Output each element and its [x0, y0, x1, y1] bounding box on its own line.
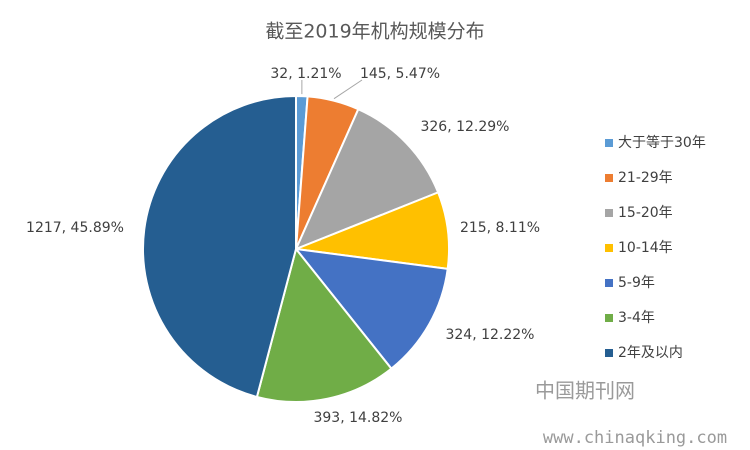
chart-title: 截至2019年机构规模分布	[265, 21, 484, 43]
pie-slice	[255, 246, 393, 403]
pie-slice	[142, 94, 297, 399]
data-label: 324, 12.22%	[445, 327, 534, 343]
legend-label: 5-9年	[618, 275, 655, 291]
legend-swatch	[605, 174, 613, 182]
leader-line	[333, 79, 363, 100]
data-label: 1217, 45.89%	[26, 220, 124, 236]
legend-label: 2年及以内	[618, 345, 683, 361]
legend-swatch	[605, 139, 613, 147]
legend-label: 15-20年	[618, 205, 673, 221]
legend-swatch	[605, 349, 613, 357]
data-label: 145, 5.47%	[360, 66, 440, 82]
pie-slice	[294, 107, 440, 251]
legend-swatch	[605, 314, 613, 322]
legend-label: 21-29年	[618, 170, 673, 186]
watermark-url: www.chinaqking.com	[543, 428, 727, 448]
data-label: 326, 12.29%	[420, 119, 509, 135]
legend-swatch	[605, 244, 613, 252]
data-label: 393, 14.82%	[313, 410, 402, 426]
data-label: 32, 1.21%	[270, 66, 341, 82]
legend-label: 大于等于30年	[618, 134, 706, 151]
pie-slice	[293, 247, 449, 371]
data-label: 215, 8.11%	[460, 220, 540, 236]
watermark-name: 中国期刊网	[535, 379, 635, 403]
legend-swatch	[605, 209, 613, 217]
legend-swatch	[605, 279, 613, 287]
legend-label: 3-4年	[618, 310, 655, 326]
legend-label: 10-14年	[618, 240, 673, 256]
